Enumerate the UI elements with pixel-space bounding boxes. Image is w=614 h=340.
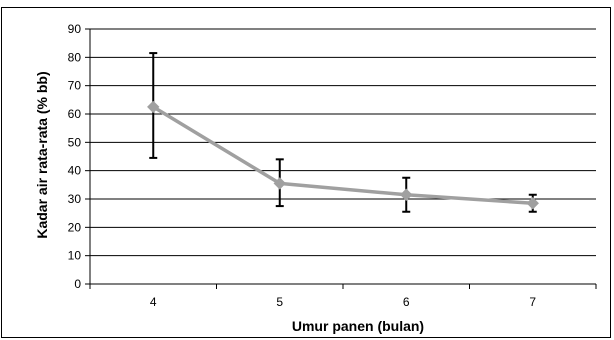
x-tick-label: 7: [529, 295, 536, 309]
y-tick-labels: 0 10 20 30 40 50 60 70 80 90: [68, 22, 82, 291]
series-line: [152, 105, 533, 205]
y-tick-label: 80: [68, 50, 82, 64]
axes: [85, 28, 597, 289]
y-tick-label: 90: [68, 22, 82, 36]
y-tick-label: 0: [74, 277, 81, 291]
x-axis-title: Umur panen (bulan): [292, 318, 424, 334]
y-tick-label: 40: [68, 164, 82, 178]
data-point-marker: [147, 100, 160, 114]
y-tick-label: 30: [68, 192, 82, 206]
y-axis-title: Kadar air rata-rata (% bb): [34, 71, 50, 238]
y-tick-label: 70: [68, 79, 82, 93]
y-tick-label: 50: [68, 135, 82, 149]
y-tick-label: 60: [68, 107, 82, 121]
x-tick-label: 6: [403, 295, 410, 309]
y-tick-label: 10: [68, 249, 82, 263]
chart-frame: [1, 7, 611, 338]
data-point-marker: [273, 177, 286, 190]
x-tick-labels: 4 5 6 7: [150, 295, 537, 309]
x-tick-label: 4: [150, 295, 157, 309]
data-point-marker: [526, 197, 539, 210]
data-point-marker: [400, 188, 413, 201]
gridlines: [90, 28, 596, 257]
data-markers: [147, 100, 539, 210]
series-polyline: [152, 105, 533, 205]
x-tick-label: 5: [276, 295, 283, 309]
y-tick-label: 20: [68, 220, 82, 234]
